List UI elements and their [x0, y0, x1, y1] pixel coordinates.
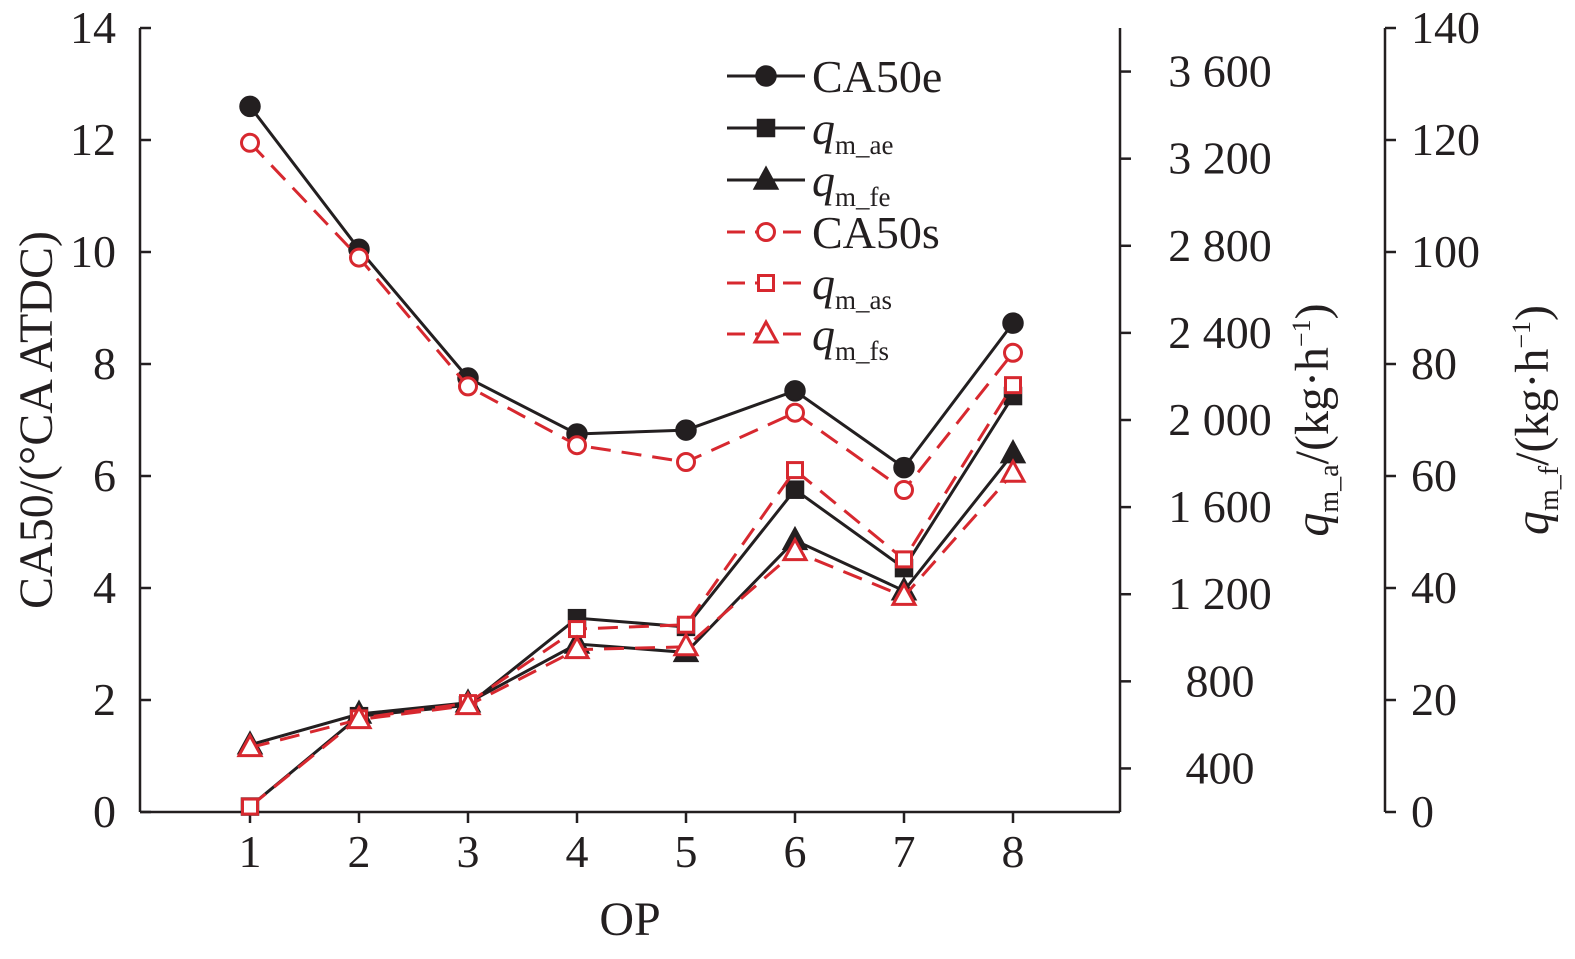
left-tick-label: 4: [93, 562, 116, 613]
legend-marker: [752, 165, 780, 190]
x-tick-label: 1: [239, 826, 262, 877]
legend-label: CA50e: [812, 51, 942, 102]
data-point-q_m_fs: [345, 704, 373, 730]
left-tick-label: 6: [93, 450, 116, 501]
right-2-tick-label: 60: [1411, 450, 1457, 501]
right-2-tick-label: 100: [1411, 226, 1480, 277]
data-point-CA50s: [1003, 342, 1023, 363]
left-tick-label: 14: [70, 2, 116, 53]
series-line-CA50e: [248, 105, 1015, 470]
data-point-CA50s: [240, 132, 260, 153]
data-point-CA50e: [893, 456, 915, 479]
data-point-q_m_fs: [236, 732, 264, 758]
series-line-q_m_fe: [249, 452, 1015, 747]
series-line-q_m_fs: [249, 472, 1015, 750]
right-2-tick-label: 140: [1411, 2, 1480, 53]
x-tick-label: 6: [784, 826, 807, 877]
data-point-q_m_as: [241, 797, 259, 816]
data-point-CA50e: [675, 419, 697, 441]
data-point-CA50e: [1002, 312, 1024, 334]
data-point-q_m_as: [786, 461, 804, 480]
data-point-q_m_as: [677, 615, 695, 634]
right-1-tick-label: 3 600: [1168, 46, 1272, 97]
series-line-CA50s: [248, 141, 1015, 493]
legend-label: qm_fs: [812, 309, 889, 366]
legend-item-CA50e: CA50e: [727, 51, 942, 102]
legend-item-q_m_ae: qm_ae: [727, 103, 893, 160]
right-axis-1-title: qm_a/(kg·h−1): [1286, 303, 1345, 536]
x-tick-label: 3: [457, 826, 480, 877]
right-1-tick-label: 1 200: [1168, 568, 1272, 619]
legend-marker: [755, 65, 777, 87]
left-tick-label: 10: [70, 226, 116, 277]
right-1-tick-label: 2 000: [1168, 394, 1272, 445]
legend-marker: [752, 318, 780, 344]
legend-label: qm_fe: [812, 155, 890, 212]
series-layer: [236, 95, 1027, 816]
right-axis-2-title: qm_f/(kg·h−1): [1506, 305, 1565, 535]
right-2-tick-label: 20: [1411, 674, 1457, 725]
right-1-tick-label: 400: [1186, 742, 1255, 793]
x-tick-label: 4: [566, 826, 589, 877]
left-axis-title: CA50/(°CA ATDC): [10, 231, 63, 609]
left-tick-label: 2: [93, 674, 116, 725]
legend-item-q_m_fs: qm_fs: [727, 309, 889, 366]
left-tick-label: 8: [93, 338, 116, 389]
data-point-q_m_fs: [999, 458, 1027, 483]
series-CA50s: [240, 132, 1023, 500]
data-point-q_m_as: [1004, 376, 1022, 395]
x-tick-label: 5: [675, 826, 698, 877]
legend-label: qm_as: [812, 258, 892, 315]
right-2-tick-label: 40: [1411, 562, 1457, 613]
left-tick-label: 12: [70, 114, 116, 165]
data-point-CA50s: [676, 452, 696, 472]
legend-marker: [756, 222, 776, 242]
left-tick-label: 0: [93, 786, 116, 837]
right-1-tick-label: 1 600: [1168, 481, 1272, 532]
x-tick-label: 7: [893, 826, 916, 877]
right-2-tick-label: 80: [1411, 338, 1457, 389]
right-1-tick-label: 3 200: [1168, 133, 1272, 184]
data-point-q_m_fs: [454, 690, 482, 716]
data-point-q_m_as: [568, 620, 586, 639]
data-point-q_m_as: [895, 550, 913, 569]
right-2-tick-label: 120: [1411, 114, 1480, 165]
legend-item-CA50s: CA50s: [727, 207, 940, 258]
right-2-tick-label: 0: [1411, 786, 1434, 837]
data-point-CA50s: [894, 480, 914, 500]
right-1-tick-label: 2 800: [1168, 220, 1272, 271]
data-point-CA50e: [784, 380, 806, 402]
data-point-q_m_fs: [781, 536, 809, 562]
legend-marker: [756, 118, 776, 138]
x-tick-label: 8: [1002, 826, 1025, 877]
legend-item-q_m_fe: qm_fe: [727, 155, 890, 212]
x-axis-title: OP: [599, 893, 660, 946]
legend-label: qm_ae: [812, 103, 893, 160]
legend-label: CA50s: [812, 207, 940, 258]
legend-marker: [757, 274, 775, 292]
series-q_m_fs: [236, 458, 1027, 758]
data-point-CA50s: [458, 376, 478, 397]
data-point-q_m_fs: [563, 634, 591, 660]
x-tick-label: 2: [348, 826, 371, 877]
right-1-tick-label: 2 400: [1168, 307, 1272, 358]
data-point-q_m_ae: [785, 480, 805, 499]
data-point-CA50e: [239, 95, 261, 118]
right-1-tick-label: 800: [1186, 655, 1255, 706]
series-CA50e: [239, 95, 1024, 479]
data-point-q_m_fs: [890, 581, 918, 606]
legend-item-q_m_as: qm_as: [727, 258, 892, 315]
data-point-CA50s: [567, 435, 587, 456]
data-point-CA50s: [785, 402, 805, 423]
data-point-q_m_fs: [672, 631, 700, 657]
data-point-CA50s: [349, 247, 369, 268]
